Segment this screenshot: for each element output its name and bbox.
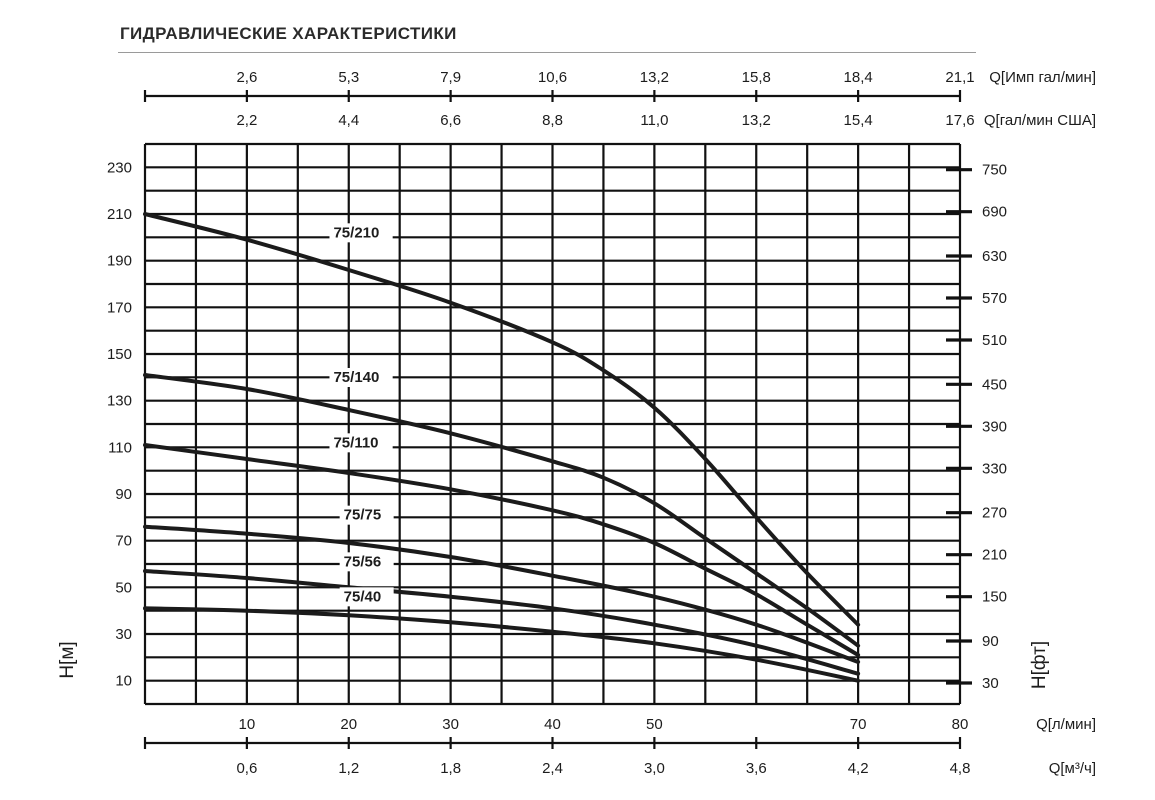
x-tick-label: 20 — [340, 716, 357, 733]
chart-title: ГИДРАВЛИЧЕСКИЕ ХАРАКТЕРИСТИКИ — [120, 24, 457, 43]
secondary-x-tick-label: 1,8 — [440, 760, 461, 777]
y-left-tick-label: 190 — [107, 253, 132, 270]
series-label: 75/140 — [333, 369, 379, 386]
secondary-x-tick-label: 21,1 — [945, 69, 974, 86]
secondary-x-axis-label: Q[Имп гал/мин] — [989, 69, 1096, 86]
y-right-axis-label: H[фт] — [1029, 641, 1050, 689]
title-divider — [118, 52, 976, 53]
y-right-tick-label: 570 — [982, 290, 1007, 307]
series-line-75-140 — [143, 373, 861, 648]
y-left-tick-label: 150 — [107, 346, 132, 363]
secondary-x-axis-label: Q[гал/мин США] — [984, 112, 1096, 129]
secondary-x-tick-label: 7,9 — [440, 69, 461, 86]
y-right-tick-label: 390 — [982, 418, 1007, 435]
y-left-tick-label: 50 — [115, 579, 132, 596]
y-left-tick-label: 130 — [107, 393, 132, 410]
series-line-75-40 — [143, 606, 861, 683]
secondary-x-tick-label: 2,6 — [236, 69, 257, 86]
y-right-tick-label: 90 — [982, 633, 999, 650]
series-label-background — [339, 505, 394, 525]
x-axis-label: Q[л/мин] — [1036, 716, 1096, 733]
series-label: 75/40 — [344, 588, 382, 605]
y-left-tick-label: 90 — [115, 486, 132, 503]
series-label-background — [329, 368, 393, 387]
series-label: 75/110 — [333, 434, 378, 451]
y-right-tick-label: 150 — [982, 589, 1007, 606]
y-right-tick-label: 750 — [982, 162, 1007, 179]
secondary-x-tick-label: 4,4 — [338, 112, 359, 129]
secondary-x-tick-label: 10,6 — [538, 69, 567, 86]
y-left-tick-label: 30 — [115, 626, 132, 643]
grid-layer — [143, 142, 962, 706]
secondary-x-tick-label: 15,8 — [742, 69, 771, 86]
series-label-background — [339, 552, 394, 572]
series-label: 75/75 — [344, 507, 382, 524]
labels-layer: 75/210 75/140 75/110 75/75 75/56 75/40 — [329, 223, 394, 607]
x-tick-label: 10 — [239, 716, 256, 733]
secondary-x-tick-label: 2,4 — [542, 760, 563, 777]
secondary-x-tick-label: 4,8 — [950, 760, 971, 777]
x-tick-label: 70 — [850, 716, 867, 733]
secondary-x-tick-label: 2,2 — [236, 112, 257, 129]
secondary-x-tick-label: 13,2 — [640, 69, 669, 86]
series-layer — [143, 212, 861, 683]
series-label-background — [329, 433, 393, 453]
secondary-x-tick-label: 3,6 — [746, 760, 767, 777]
x-tick-label: 30 — [442, 716, 459, 733]
y-left-tick-label: 10 — [115, 673, 132, 690]
axes-layer: 10 30 50 70 90 110 130 150 170 190 210 230 H[м] 750 69… — [57, 69, 1096, 777]
series-line-75-210 — [143, 212, 861, 627]
secondary-x-tick-label: 8,8 — [542, 112, 563, 129]
series-line-75-110 — [143, 443, 861, 657]
y-left-tick-label: 210 — [107, 206, 132, 223]
y-right-tick-label: 630 — [982, 248, 1007, 265]
series-label-background — [329, 223, 393, 243]
y-left-tick-label: 70 — [115, 533, 132, 550]
y-right-tick-label: 330 — [982, 460, 1007, 477]
secondary-x-tick-label: 6,6 — [440, 112, 461, 129]
secondary-x-tick-label: 11,0 — [640, 112, 668, 129]
y-left-tick-label: 230 — [107, 159, 132, 176]
series-label-background — [339, 587, 394, 607]
secondary-x-tick-label: 5,3 — [338, 69, 359, 86]
x-tick-label: 80 — [952, 716, 969, 733]
y-right-tick-label: 450 — [982, 376, 1007, 393]
x-tick-label: 40 — [544, 716, 561, 733]
x-tick-label: 50 — [646, 716, 663, 733]
secondary-x-tick-label: 15,4 — [844, 112, 873, 129]
secondary-x-tick-label: 0,6 — [236, 760, 257, 777]
y-left-axis-label: H[м] — [57, 641, 78, 678]
y-left-tick-label: 170 — [107, 299, 132, 316]
secondary-x-tick-label: 18,4 — [844, 69, 873, 86]
y-right-tick-label: 510 — [982, 332, 1007, 349]
secondary-x-tick-label: 17,6 — [945, 112, 974, 129]
secondary-x-tick-label: 1,2 — [338, 760, 359, 777]
y-left-tick-label: 110 — [108, 439, 132, 456]
y-right-tick-label: 690 — [982, 204, 1007, 221]
series-line-75-56 — [143, 569, 861, 676]
series-label: 75/56 — [344, 553, 382, 570]
secondary-x-tick-label: 3,0 — [644, 760, 665, 777]
series-label: 75/210 — [333, 224, 379, 241]
y-right-tick-label: 210 — [982, 547, 1007, 564]
series-line-75-75 — [143, 524, 861, 664]
secondary-x-tick-label: 13,2 — [742, 112, 771, 129]
secondary-x-tick-label: 4,2 — [848, 760, 869, 777]
secondary-x-axis-label: Q[м³/ч] — [1049, 760, 1096, 777]
y-right-tick-label: 270 — [982, 505, 1007, 522]
y-right-tick-label: 30 — [982, 675, 999, 692]
